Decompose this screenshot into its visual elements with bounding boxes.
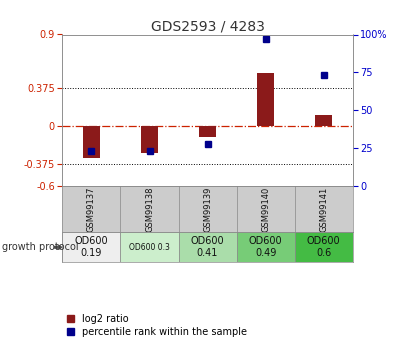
Bar [315, 116, 332, 126]
Bar [237, 233, 295, 262]
Text: growth protocol: growth protocol [2, 242, 79, 252]
Text: GSM99138: GSM99138 [145, 187, 154, 232]
Bar [257, 73, 274, 126]
Bar [179, 233, 237, 262]
Text: OD600
0.19: OD600 0.19 [75, 236, 108, 258]
Text: OD600 0.3: OD600 0.3 [129, 243, 170, 252]
Text: OD600
0.49: OD600 0.49 [249, 236, 283, 258]
Text: GSM99137: GSM99137 [87, 187, 96, 232]
Legend: log2 ratio, percentile rank within the sample: log2 ratio, percentile rank within the s… [67, 314, 247, 337]
Text: GSM99141: GSM99141 [319, 187, 328, 232]
Text: OD600
0.41: OD600 0.41 [191, 236, 224, 258]
Bar [62, 233, 120, 262]
Text: GSM99139: GSM99139 [203, 187, 212, 232]
Bar [295, 233, 353, 262]
Bar [120, 233, 179, 262]
Bar [83, 126, 100, 158]
Text: GSM99140: GSM99140 [261, 187, 270, 232]
Bar [199, 126, 216, 137]
Title: GDS2593 / 4283: GDS2593 / 4283 [151, 19, 264, 33]
Bar [141, 126, 158, 153]
Text: OD600
0.6: OD600 0.6 [307, 236, 341, 258]
